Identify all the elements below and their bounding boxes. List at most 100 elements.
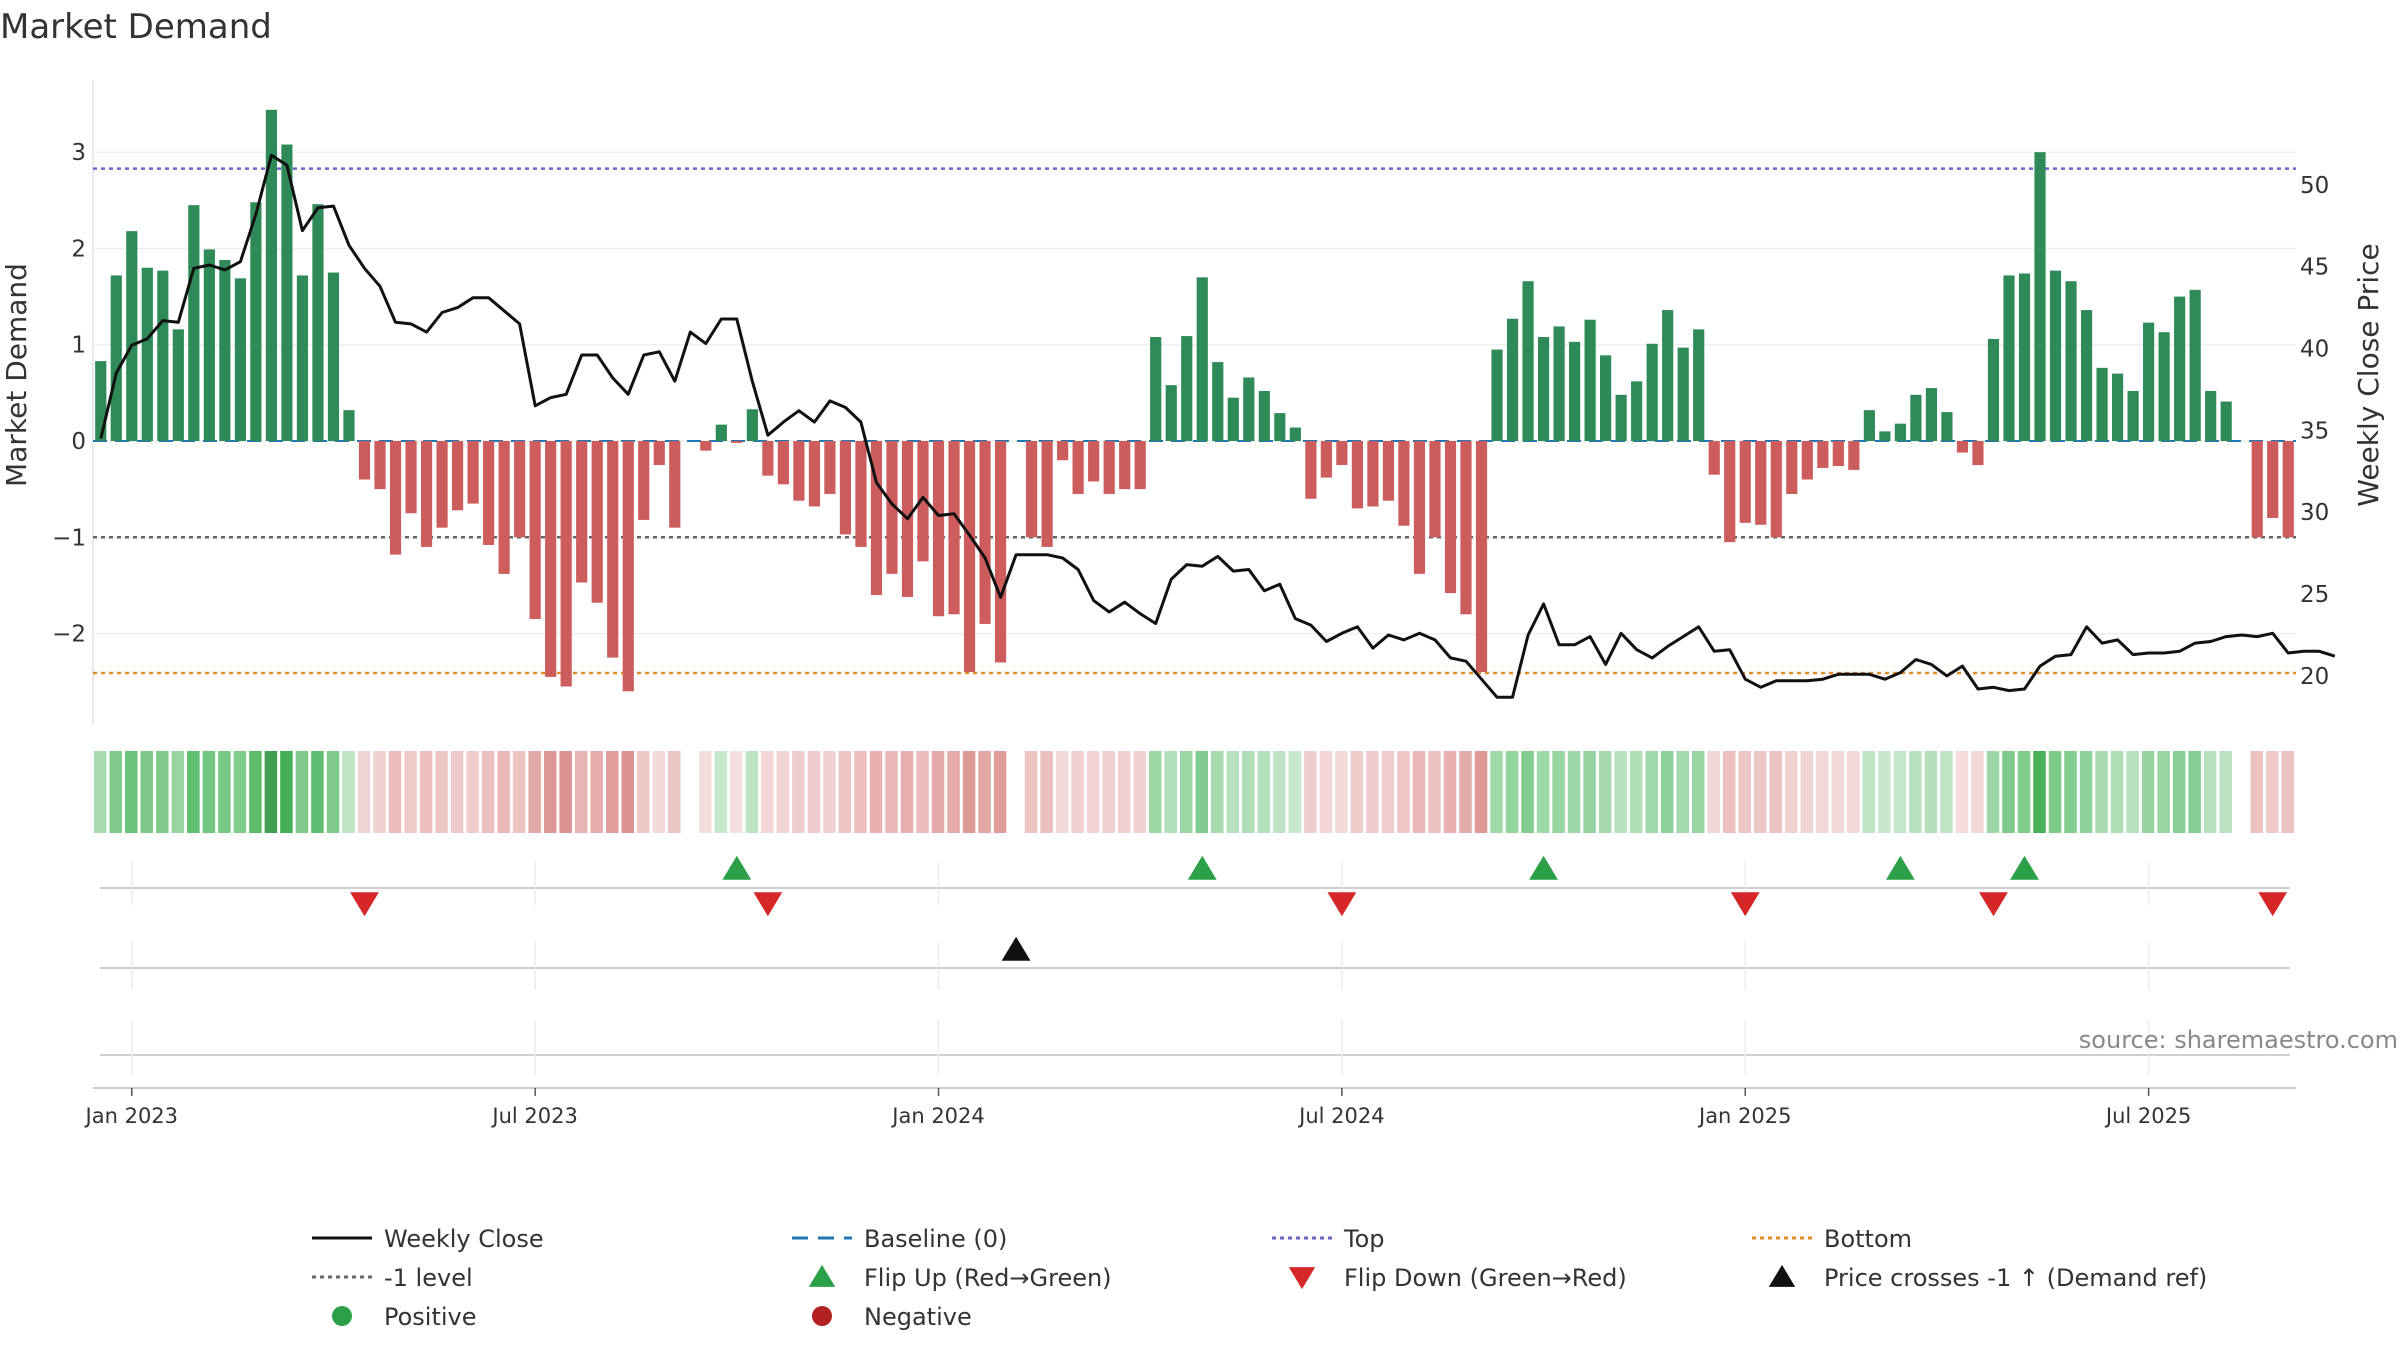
heat-cell [264,751,278,833]
demand-bar [203,249,215,442]
heat-cell [435,751,448,833]
heat-cell [1583,751,1596,833]
heat-cell [823,751,836,833]
legend-label: Positive [384,1303,477,1331]
demand-bar [1801,441,1813,480]
flip-up-marker [722,855,752,880]
demand-bar [963,441,976,673]
legend-label: Negative [864,1303,972,1331]
demand-bar [126,231,138,442]
demand-bar [110,275,122,442]
legend-triangle-up-icon [808,1264,836,1287]
heat-cell [621,751,634,833]
legend: Weekly Close Baseline (0) Top Bottom -1 leve… [312,1225,2207,1331]
heat-cell [792,751,805,833]
chart-title: Market Demand [0,7,272,47]
legend-label: Top [1343,1225,1385,1253]
legend-item: Positive [332,1303,477,1331]
heat-cell [1040,751,1053,833]
heat-cell [497,751,510,833]
flip-down-marker [1327,892,1357,917]
demand-bar [451,441,464,511]
demand-bar [1584,319,1596,442]
heat-cell [528,751,541,833]
heat-cell [1071,751,1084,833]
heat-cell [187,751,200,833]
heat-cell [171,751,185,833]
heat-cell [1521,751,1534,833]
demand-bar [1057,441,1069,461]
heat-cell [295,751,309,833]
demand-bar [514,441,526,538]
demand-bar [1336,441,1348,466]
heat-cell [1831,751,1845,833]
heat-cell [1847,751,1860,833]
demand-bar [529,441,541,620]
heat-cell [466,751,479,833]
demand-bar [1786,441,1798,494]
demand-bar [700,441,712,451]
heat-cell [2110,751,2124,833]
heat-cell [1909,751,1922,833]
heat-cell [807,751,821,833]
flip-down-marker [753,892,783,917]
right-y-axis: 50 45 40 35 30 25 20 [2300,173,2329,690]
right-tick-label: 45 [2300,255,2329,281]
demand-bar [1879,431,1891,442]
demand-bar [374,441,386,490]
legend-label: Bottom [1824,1225,1912,1253]
heat-cell [1940,751,1953,833]
heat-cell [1474,751,1488,833]
demand-bar [1553,326,1565,442]
demand-bar [1894,423,1906,442]
heat-cell [1629,751,1643,833]
heat-cell [326,751,340,833]
event-panel-axes [93,862,2296,1089]
demand-bar [1941,412,1953,442]
heat-cell [2188,751,2201,833]
demand-bar [1817,441,1829,468]
heat-cell [1195,751,1209,833]
demand-bar [1646,343,1658,442]
demand-bar [824,441,836,494]
heat-cell [1490,751,1503,833]
left-y-axis: 3 2 1 0 −1 −2 [52,140,86,647]
legend-triangle-up-icon [1768,1264,1796,1287]
flip-up-marker [1529,855,1558,880]
demand-bar [2143,322,2155,442]
demand-bar [839,441,852,535]
x-tick-label: Jul 2023 [490,1104,577,1128]
demand-bar [1196,277,1208,442]
left-tick-label: −2 [52,622,86,648]
heat-cell [854,751,867,833]
heat-cell [1381,751,1395,833]
demand-bar [1041,441,1053,547]
demand-bar [1088,441,1100,482]
heat-cell [1164,751,1177,833]
heat-cell [1086,751,1100,833]
flip-up-marker [1187,855,1217,880]
left-tick-label: 3 [71,140,86,166]
x-tick-label: Jan 2025 [1697,1104,1792,1128]
demand-bar [2049,270,2062,442]
heat-cell [450,751,464,833]
flip-down-marker [1730,892,1760,917]
demand-bar [2127,390,2139,442]
legend-label: Weekly Close [384,1225,544,1253]
heat-cell [1179,751,1193,833]
heat-cell [357,751,371,833]
demand-bar [1150,337,1162,442]
heat-cell [1397,751,1410,833]
heat-cell [730,751,743,833]
demand-bar [2034,152,2046,442]
heat-cell [1567,751,1581,833]
demand-bar [2189,289,2201,442]
demand-bar [498,441,510,574]
heat-cell [1691,751,1705,833]
heat-cell [1024,751,1038,833]
legend-triangle-down-icon [1288,1267,1316,1290]
flip-down-marker [2258,892,2288,917]
demand-bar [1972,441,1984,466]
demand-bar [2112,373,2124,442]
demand-bar [343,410,355,442]
